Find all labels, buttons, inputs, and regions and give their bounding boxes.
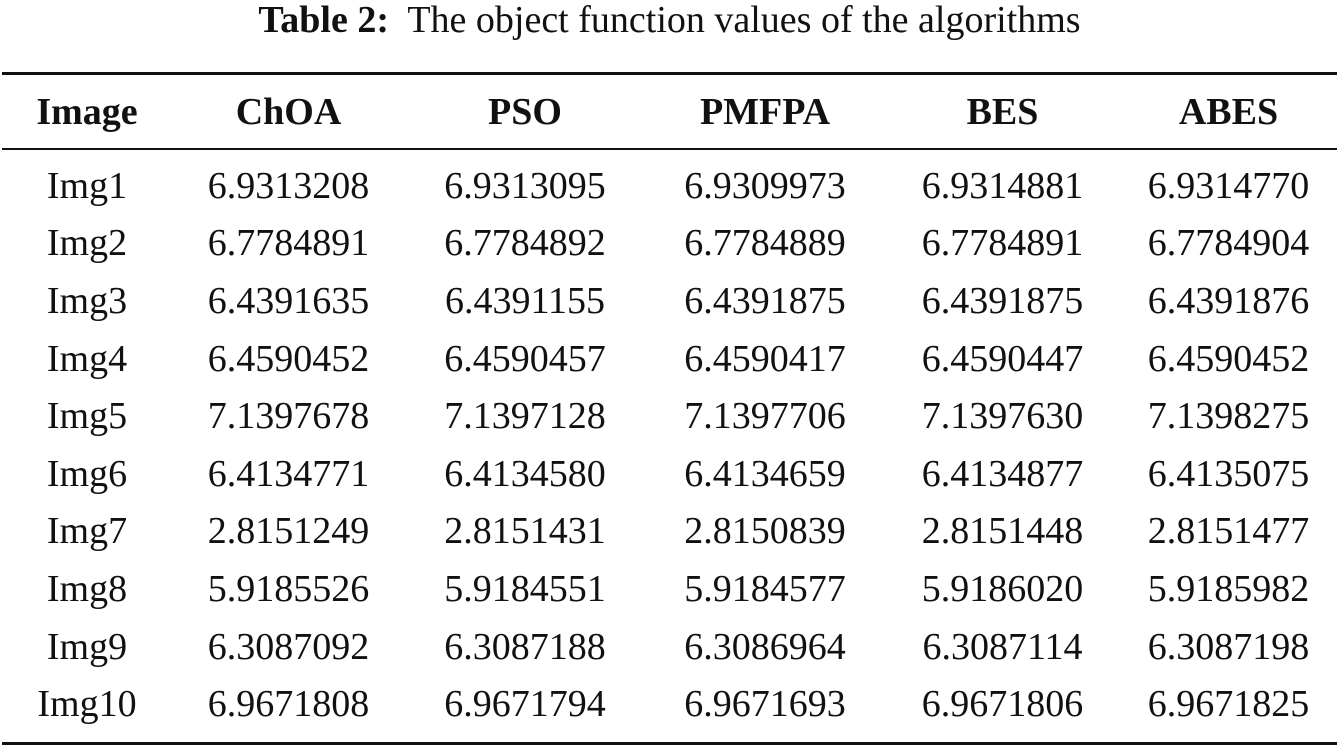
- value-cell: 2.8151249: [207, 510, 370, 553]
- value-cell: 6.9671825: [1147, 683, 1310, 726]
- value-cell: 6.4135075: [1147, 452, 1310, 495]
- value-cell: 6.9671693: [684, 683, 846, 726]
- table-row: Img2 6.7784891 6.7784892 6.7784889 6.7784891…: [2, 215, 1337, 273]
- value-cell: 6.4590447: [921, 337, 1084, 380]
- table-body: Img1 6.9313208 6.9313095 6.9309973 6.9314881…: [2, 148, 1337, 733]
- value-cell: 6.4391875: [921, 279, 1084, 322]
- value-cell: 6.4391155: [444, 279, 606, 322]
- table-caption-text: The object function values of the algori…: [407, 0, 1081, 41]
- value-cell: 6.7784891: [921, 222, 1084, 265]
- value-cell: 6.4391875: [684, 279, 846, 322]
- value-cell: 6.7784904: [1147, 222, 1310, 265]
- value-cell: 5.9186020: [921, 567, 1084, 610]
- table-header: Image ChOA PSO PMFPA BES ABES: [2, 75, 1337, 148]
- value-cell: 5.9184551: [444, 567, 606, 610]
- value-cell: 7.1398275: [1147, 395, 1310, 438]
- row-label-cell: Img8: [46, 567, 128, 610]
- value-cell: 2.8151477: [1147, 510, 1310, 553]
- column-header-pso: PSO: [488, 90, 562, 133]
- value-cell: 2.8150839: [684, 510, 846, 553]
- value-cell: 6.4134659: [684, 452, 846, 495]
- value-cell: 6.7784892: [444, 222, 606, 265]
- value-cell: 2.8151448: [921, 510, 1084, 553]
- value-cell: 6.4590452: [207, 337, 370, 380]
- value-cell: 6.3087198: [1147, 625, 1310, 668]
- value-cell: 7.1397630: [921, 395, 1084, 438]
- value-cell: 6.4134771: [207, 452, 370, 495]
- row-label-cell: Img2: [46, 222, 128, 265]
- column-header-abes: ABES: [1178, 90, 1279, 133]
- value-cell: 6.4391635: [207, 279, 370, 322]
- value-cell: 7.1397678: [207, 395, 370, 438]
- value-cell: 6.9671808: [207, 683, 370, 726]
- header-row: Image ChOA PSO PMFPA BES ABES: [2, 75, 1337, 148]
- value-cell: 5.9185982: [1147, 567, 1310, 610]
- value-cell: 6.4590457: [444, 337, 606, 380]
- row-label-cell: Img9: [46, 625, 128, 668]
- table-row: Img3 6.4391635 6.4391155 6.4391875 6.4391875…: [2, 272, 1337, 330]
- value-cell: 6.7784891: [207, 222, 370, 265]
- column-header-pmfpa: PMFPA: [699, 90, 831, 133]
- row-label-cell: Img10: [37, 683, 137, 726]
- value-cell: 6.9314881: [921, 164, 1084, 207]
- table-row: Img1 6.9313208 6.9313095 6.9309973 6.9314881…: [2, 157, 1337, 215]
- row-label-cell: Img4: [46, 337, 128, 380]
- table-row: Img9 6.3087092 6.3087188 6.3086964 6.3087114…: [2, 618, 1337, 676]
- value-cell: 6.9671806: [921, 683, 1084, 726]
- column-header-bes: BES: [966, 90, 1039, 133]
- value-cell: 5.9185526: [207, 567, 370, 610]
- table-row: Img7 2.8151249 2.8151431 2.8150839 2.8151448…: [2, 503, 1337, 561]
- table-row: Img4 6.4590452 6.4590457 6.4590417 6.4590447…: [2, 330, 1337, 388]
- value-cell: 6.4391876: [1147, 279, 1310, 322]
- objective-values-table: Image ChOA PSO PMFPA BES ABES Img1 6.9313208 6.…: [2, 75, 1337, 733]
- table-caption: Table 2: The object function values of t…: [0, 0, 1339, 44]
- value-cell: 6.4134580: [444, 452, 606, 495]
- value-cell: 6.3086964: [684, 625, 846, 668]
- value-cell: 6.3087092: [207, 625, 370, 668]
- table-row: Img6 6.4134771 6.4134580 6.4134659 6.4134877…: [2, 445, 1337, 503]
- table-row: Img8 5.9185526 5.9184551 5.9184577 5.9186020…: [2, 560, 1337, 618]
- value-cell: 7.1397706: [684, 395, 846, 438]
- row-label-cell: Img7: [46, 510, 128, 553]
- value-cell: 6.4590452: [1147, 337, 1310, 380]
- value-cell: 6.4134877: [921, 452, 1084, 495]
- value-cell: 6.9314770: [1147, 164, 1310, 207]
- column-header-image: Image: [36, 90, 138, 133]
- table-row: Img5 7.1397678 7.1397128 7.1397706 7.1397630…: [2, 387, 1337, 445]
- table-bottom-rule: [2, 742, 1337, 745]
- value-cell: 6.9309973: [684, 164, 846, 207]
- row-label-cell: Img1: [46, 164, 128, 207]
- value-cell: 6.4590417: [684, 337, 846, 380]
- value-cell: 5.9184577: [684, 567, 846, 610]
- table-row: Img10 6.9671808 6.9671794 6.9671693 6.967180…: [2, 675, 1337, 733]
- row-label-cell: Img5: [46, 395, 128, 438]
- value-cell: 6.3087188: [444, 625, 606, 668]
- table-top-rule: [2, 72, 1337, 75]
- table-header-rule: [2, 148, 1337, 150]
- value-cell: 2.8151431: [444, 510, 606, 553]
- value-cell: 7.1397128: [444, 395, 606, 438]
- value-cell: 6.9313208: [207, 164, 370, 207]
- column-header-choa: ChOA: [235, 90, 342, 133]
- table-body-spacer: [2, 148, 1337, 157]
- row-label-cell: Img6: [46, 452, 128, 495]
- value-cell: 6.9671794: [444, 683, 606, 726]
- value-cell: 6.9313095: [444, 164, 606, 207]
- value-cell: 6.3087114: [922, 625, 1083, 668]
- table-caption-label: Table 2:: [258, 0, 389, 41]
- row-label-cell: Img3: [46, 279, 128, 322]
- value-cell: 6.7784889: [684, 222, 846, 265]
